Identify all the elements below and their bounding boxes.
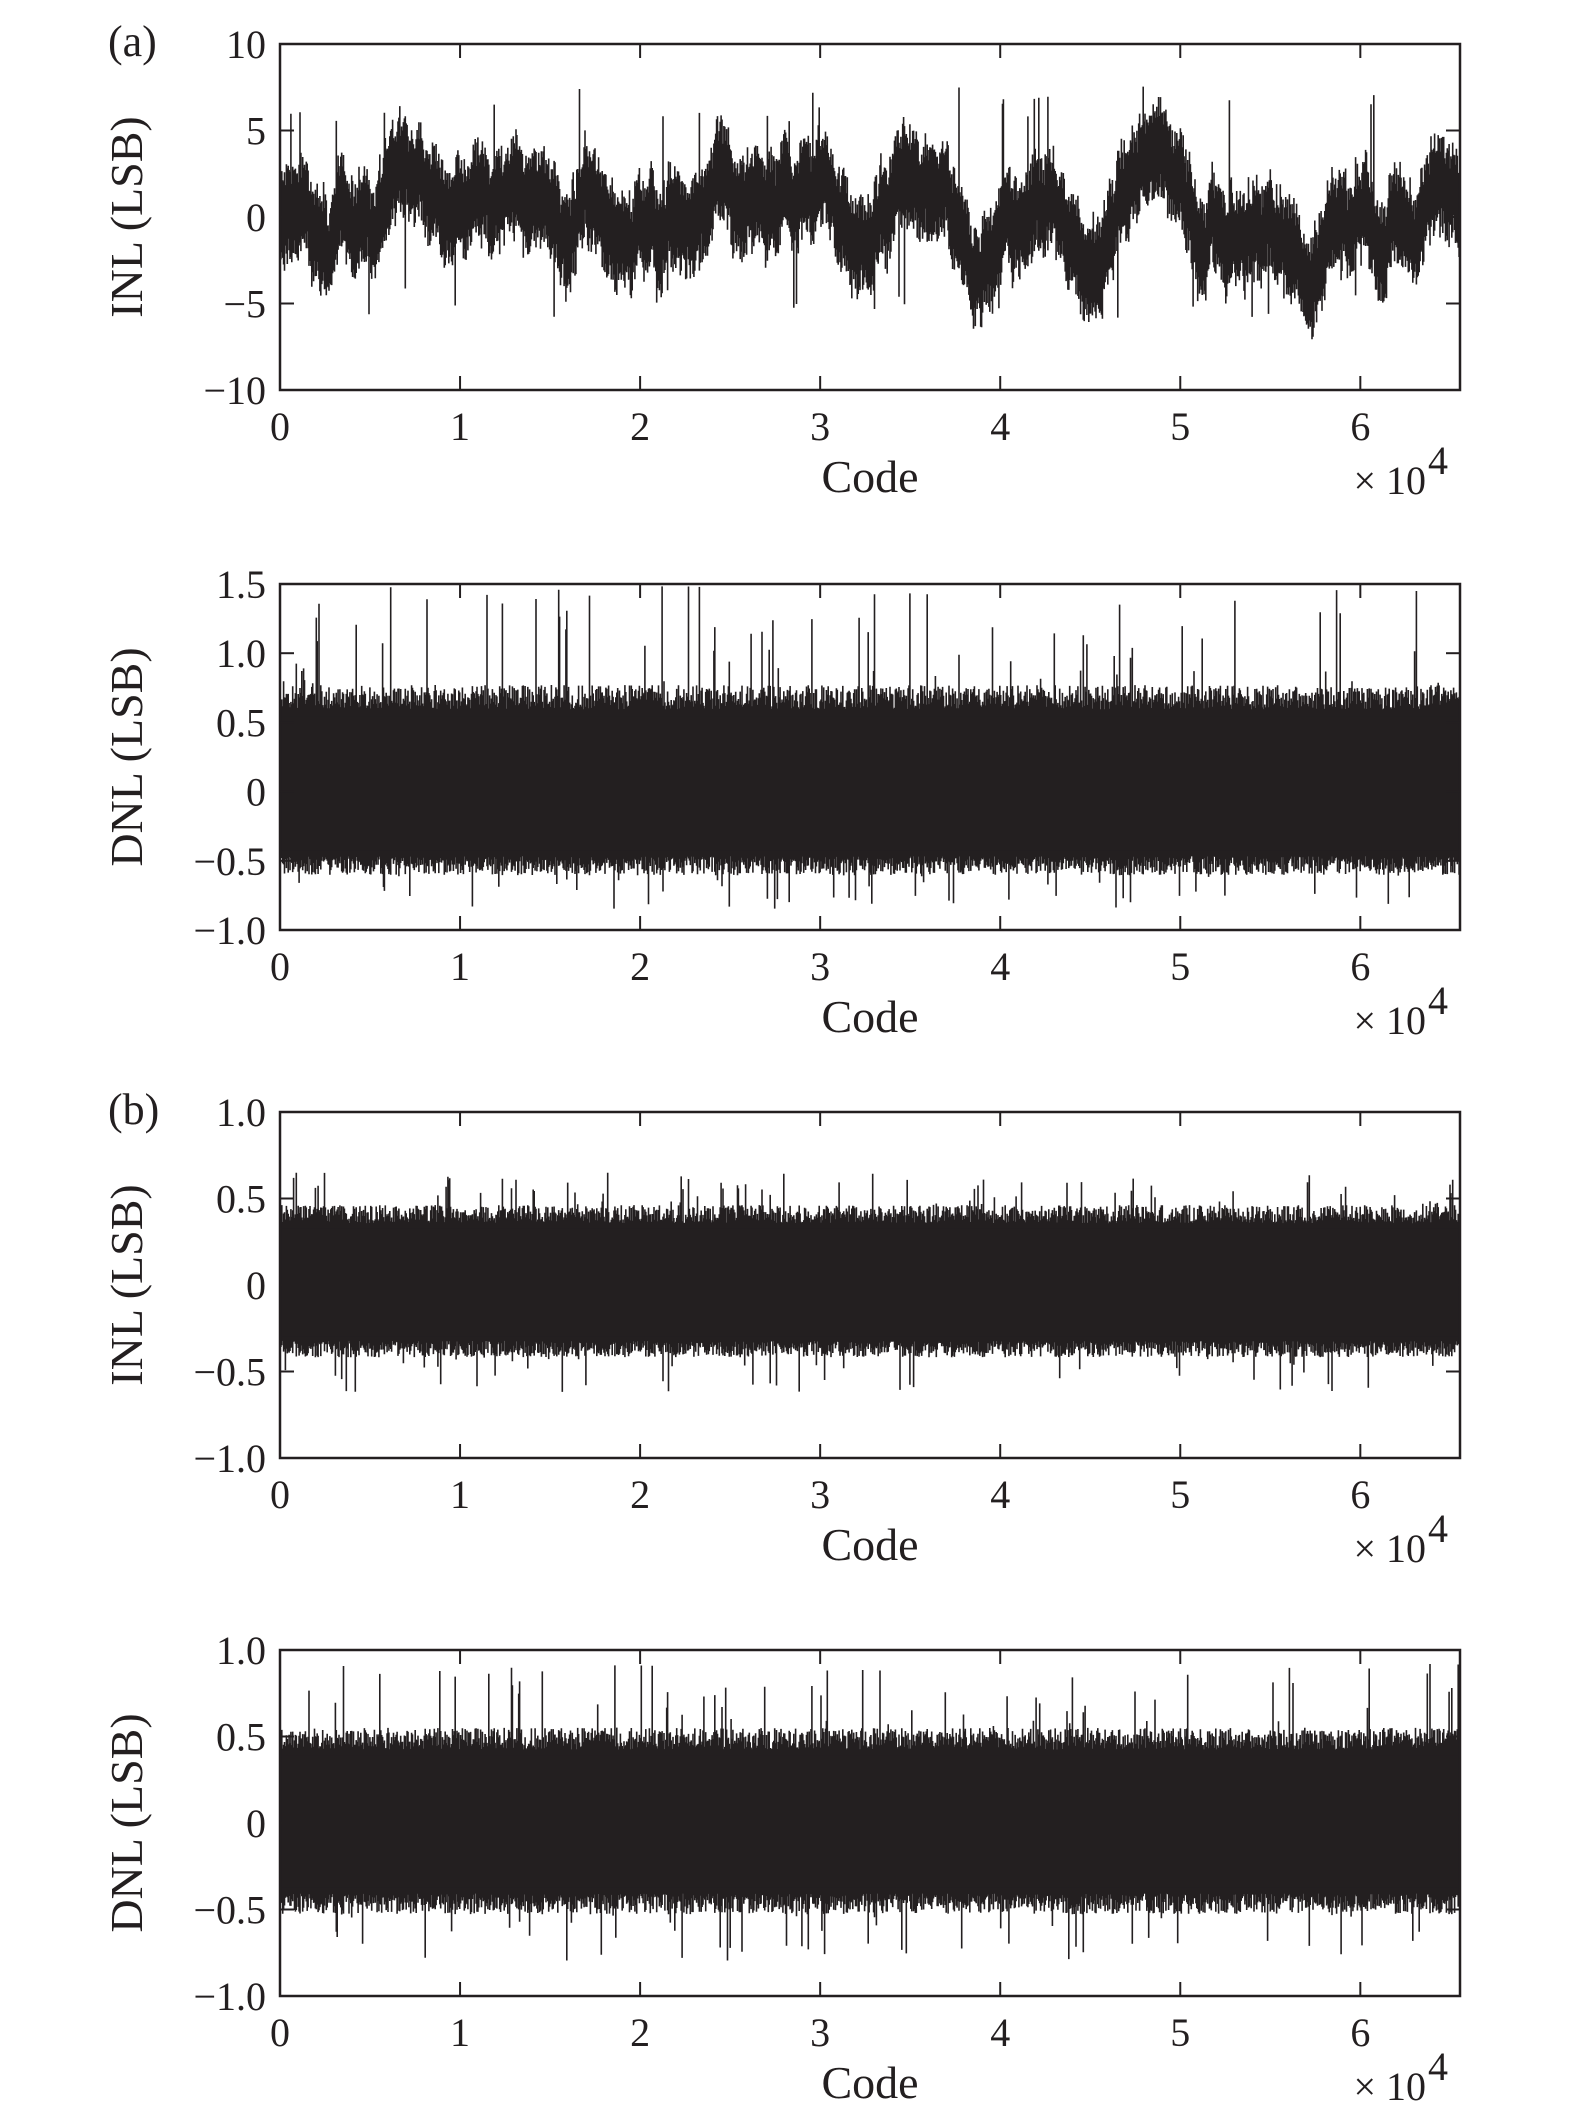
chart-4-ytick-label: 1.0 xyxy=(216,1628,266,1673)
chart-4-xlabel: Code xyxy=(821,2057,918,2108)
chart-4-ytick-label: 0 xyxy=(246,1801,266,1846)
chart-2-xtick-label: 2 xyxy=(630,944,650,989)
chart-1-panel-label: (a) xyxy=(108,17,157,66)
chart-4-ytick-label: −0.5 xyxy=(193,1888,266,1933)
chart-4-x-multiplier: × 10 xyxy=(1353,2064,1426,2109)
chart-1-xtick-label: 4 xyxy=(990,404,1010,449)
chart-3-ylabel: INL (LSB) xyxy=(101,1184,152,1385)
chart-1-ytick-label: −5 xyxy=(223,282,266,327)
chart-2-trace-core xyxy=(280,716,1460,851)
chart-4-xtick-label: 4 xyxy=(990,2010,1010,2055)
chart-3-x-multiplier: × 10 xyxy=(1353,1526,1426,1571)
chart-1-xtick-label: 5 xyxy=(1170,404,1190,449)
chart-2-xtick-label: 3 xyxy=(810,944,830,989)
chart-4-x-multiplier-exp: 4 xyxy=(1428,2044,1448,2089)
chart-2-xlabel: Code xyxy=(821,991,918,1042)
chart-4-ytick-label: −1.0 xyxy=(193,1974,266,2019)
chart-2-xtick-label: 5 xyxy=(1170,944,1190,989)
chart-3-xtick-label: 6 xyxy=(1350,1472,1370,1517)
chart-3-xtick-label: 2 xyxy=(630,1472,650,1517)
chart-4-trace-core xyxy=(280,1755,1460,1888)
chart-3-xtick-label: 1 xyxy=(450,1472,470,1517)
chart-4-xtick-label: 3 xyxy=(810,2010,830,2055)
chart-1-ytick-label: −10 xyxy=(203,368,266,413)
chart-3-ytick-label: −1.0 xyxy=(193,1436,266,1481)
chart-2-x-multiplier-exp: 4 xyxy=(1428,978,1448,1023)
chart-4-xtick-label: 2 xyxy=(630,2010,650,2055)
chart-1-xtick-label: 6 xyxy=(1350,404,1370,449)
chart-1-ylabel: INL (LSB) xyxy=(101,116,152,317)
chart-1-xtick-label: 3 xyxy=(810,404,830,449)
chart-2-ytick-label: 0.5 xyxy=(216,700,266,745)
chart-4-xtick-label: 0 xyxy=(270,2010,290,2055)
chart-3-trace-core xyxy=(280,1228,1460,1337)
chart-1-xtick-label: 1 xyxy=(450,404,470,449)
chart-3-xlabel: Code xyxy=(821,1519,918,1570)
chart-2-xtick-label: 4 xyxy=(990,944,1010,989)
chart-2-ytick-label: 1.5 xyxy=(216,562,266,607)
chart-2-xtick-label: 1 xyxy=(450,944,470,989)
chart-3-x-multiplier-exp: 4 xyxy=(1428,1506,1448,1551)
chart-4-ytick-label: 0.5 xyxy=(216,1715,266,1760)
chart-1-x-multiplier-exp: 4 xyxy=(1428,438,1448,483)
chart-2-ytick-label: 1.0 xyxy=(216,631,266,676)
chart-3-panel-label: (b) xyxy=(108,1085,159,1134)
chart-1-ytick-label: 5 xyxy=(246,109,266,154)
chart-1-ytick-label: 0 xyxy=(246,195,266,240)
chart-1-trace xyxy=(279,86,1461,340)
chart-4-xtick-label: 5 xyxy=(1170,2010,1190,2055)
chart-2-xtick-label: 6 xyxy=(1350,944,1370,989)
chart-1-ytick-label: 10 xyxy=(226,22,266,67)
chart-1-x-multiplier: × 10 xyxy=(1353,458,1426,503)
chart-1-xtick-label: 2 xyxy=(630,404,650,449)
chart-4-ylabel: DNL (LSB) xyxy=(101,1713,152,1932)
chart-3-xtick-label: 0 xyxy=(270,1472,290,1517)
chart-2-plot-frame xyxy=(278,582,1462,932)
chart-2-ylabel: DNL (LSB) xyxy=(101,647,152,866)
chart-2-ytick-label: −0.5 xyxy=(193,839,266,884)
chart-2-ytick-label: −1.0 xyxy=(193,908,266,953)
chart-3-ytick-label: 1.0 xyxy=(216,1090,266,1135)
chart-2-xtick-label: 0 xyxy=(270,944,290,989)
chart-3-ytick-label: −0.5 xyxy=(193,1350,266,1395)
chart-3-xtick-label: 5 xyxy=(1170,1472,1190,1517)
chart-4-xtick-label: 6 xyxy=(1350,2010,1370,2055)
chart-2-ytick-label: 0 xyxy=(246,770,266,815)
chart-1-xlabel: Code xyxy=(821,451,918,502)
chart-3-xtick-label: 3 xyxy=(810,1472,830,1517)
chart-3-ytick-label: 0.5 xyxy=(216,1177,266,1222)
chart-4-xtick-label: 1 xyxy=(450,2010,470,2055)
chart-3-ytick-label: 0 xyxy=(246,1263,266,1308)
chart-2-x-multiplier: × 10 xyxy=(1353,998,1426,1043)
chart-3-xtick-label: 4 xyxy=(990,1472,1010,1517)
chart-1-xtick-label: 0 xyxy=(270,404,290,449)
